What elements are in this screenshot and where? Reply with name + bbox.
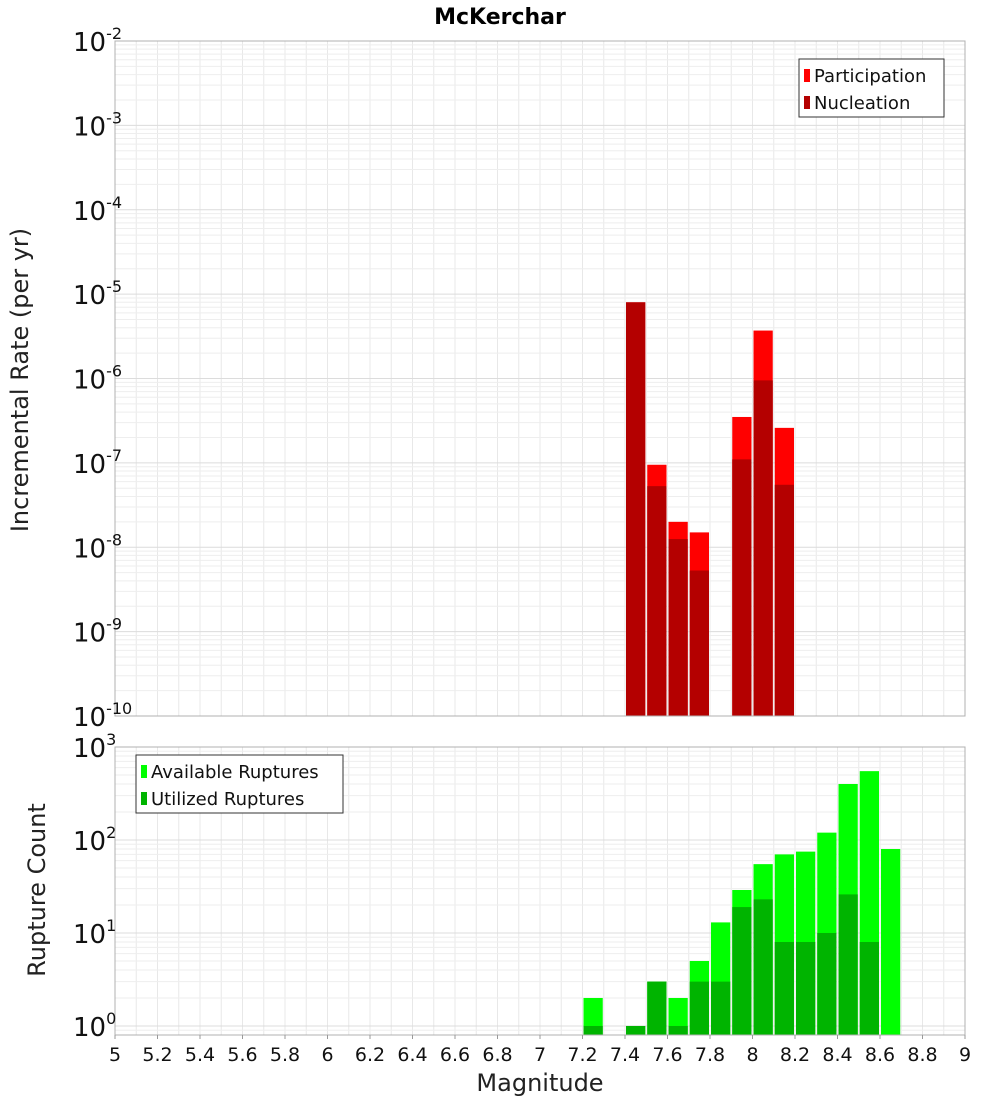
rate-bar bbox=[732, 459, 752, 716]
x-tick-label: 7 bbox=[534, 1044, 546, 1066]
rate-legend: Participation Nucleation bbox=[798, 58, 945, 118]
rate-legend-label: Participation bbox=[814, 66, 926, 87]
rate-y-tick-label: 10-9 bbox=[73, 615, 122, 649]
count-bar bbox=[817, 932, 837, 1035]
rate-legend-swatch bbox=[804, 96, 810, 109]
rate-panel: 10-10 10-9 10-8 10-7 10-6 10-5 10-4 10-3 10-2 Par… bbox=[73, 24, 966, 733]
count-legend-swatch bbox=[141, 765, 147, 778]
x-tick-label: 8 bbox=[746, 1044, 758, 1066]
x-axis-label: Magnitude bbox=[476, 1069, 603, 1097]
rate-y-tick-label: 10-3 bbox=[73, 108, 122, 142]
rate-y-tick-label: 10-10 bbox=[73, 699, 132, 733]
count-bar bbox=[668, 997, 688, 1035]
x-tick-label: 5.8 bbox=[270, 1044, 300, 1066]
x-tick-label: 5.2 bbox=[142, 1044, 172, 1066]
x-tick-label: 5.6 bbox=[227, 1044, 257, 1066]
rate-bar bbox=[626, 302, 646, 716]
count-bar bbox=[774, 942, 794, 1035]
rate-series-2 bbox=[626, 302, 794, 716]
x-tick-label: 6.6 bbox=[440, 1044, 470, 1066]
x-tick-label: 8.2 bbox=[780, 1044, 810, 1066]
x-tick-label: 5.4 bbox=[185, 1044, 215, 1066]
rate-y-tick-label: 10-2 bbox=[73, 24, 122, 58]
rate-y-tick-label: 10-4 bbox=[73, 193, 122, 227]
count-bar bbox=[838, 894, 858, 1035]
count-y-axis-label: Rupture Count bbox=[23, 803, 51, 977]
chart-title: McKerchar bbox=[434, 5, 566, 30]
rate-y-tick-label: 10-8 bbox=[73, 530, 122, 564]
count-bar bbox=[881, 849, 901, 1035]
count-bar bbox=[689, 981, 709, 1035]
rate-y-tick-label: 10-5 bbox=[73, 277, 122, 311]
rate-bar bbox=[668, 539, 688, 716]
x-tick-label: 6.2 bbox=[355, 1044, 385, 1066]
count-legend-label: Utilized Ruptures bbox=[151, 789, 304, 810]
count-legend-label: Available Ruptures bbox=[151, 762, 319, 783]
rate-legend-label: Nucleation bbox=[814, 93, 910, 114]
count-bar bbox=[668, 1025, 688, 1035]
x-tick-label: 6.8 bbox=[482, 1044, 512, 1066]
count-bar bbox=[626, 1025, 646, 1035]
rate-bar bbox=[774, 484, 794, 716]
count-bar bbox=[711, 981, 731, 1035]
rate-y-axis-label: Incremental Rate (per yr) bbox=[6, 228, 34, 532]
count-legend: Available Ruptures Utilized Ruptures bbox=[135, 754, 344, 814]
count-grid bbox=[114, 746, 966, 1036]
rate-legend-swatch bbox=[804, 69, 810, 82]
x-tick-label: 6.4 bbox=[397, 1044, 427, 1066]
x-tick-label: 8.4 bbox=[822, 1044, 852, 1066]
count-y-tick-label: 102 bbox=[73, 823, 116, 857]
count-y-tick-label: 103 bbox=[73, 730, 116, 764]
x-tick-label: 6 bbox=[321, 1044, 333, 1066]
rate-y-tick-label: 10-6 bbox=[73, 362, 122, 396]
rate-frame bbox=[114, 40, 966, 717]
count-series-2 bbox=[583, 894, 879, 1035]
rate-bar bbox=[647, 486, 667, 716]
count-bar bbox=[859, 942, 879, 1035]
x-tick-label: 7.4 bbox=[610, 1044, 640, 1066]
x-tick-label: 8.6 bbox=[865, 1044, 895, 1066]
count-bar bbox=[647, 981, 667, 1035]
count-legend-box bbox=[135, 754, 344, 814]
rate-y-tick-label: 10-7 bbox=[73, 446, 122, 480]
x-tick-label: 7.6 bbox=[652, 1044, 682, 1066]
count-bar bbox=[796, 942, 816, 1035]
rate-bar bbox=[689, 570, 709, 716]
x-tick-label: 9 bbox=[959, 1044, 971, 1066]
rate-legend-box bbox=[798, 58, 945, 118]
rate-bar bbox=[753, 380, 773, 716]
count-bar bbox=[583, 997, 603, 1035]
x-tick-label: 5 bbox=[109, 1044, 121, 1066]
count-bar bbox=[732, 907, 752, 1035]
x-tick-label: 7.8 bbox=[695, 1044, 725, 1066]
count-bar bbox=[753, 899, 773, 1035]
rate-grid bbox=[114, 40, 966, 717]
x-tick-label: 7.2 bbox=[567, 1044, 597, 1066]
count-legend-swatch bbox=[141, 792, 147, 805]
count-bar bbox=[583, 1025, 603, 1035]
count-y-tick-label: 101 bbox=[73, 916, 116, 950]
x-tick-label: 8.8 bbox=[907, 1044, 937, 1066]
count-y-tick-label: 100 bbox=[73, 1009, 116, 1043]
